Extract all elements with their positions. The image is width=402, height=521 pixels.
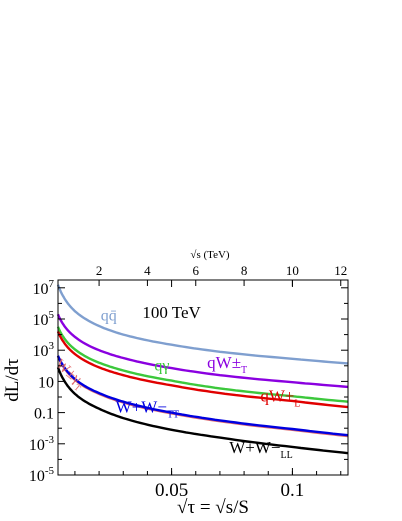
series-label-qw: qW±T: [207, 353, 247, 376]
y-tick-label: 105: [33, 309, 55, 329]
series-line: [56, 355, 349, 437]
series-line: [56, 367, 349, 455]
axes: 0.05 0.1 2 4 6 8 10 12 10-5 10-3 0.1 10 103 105 107: [29, 263, 348, 501]
series-line: [56, 284, 349, 365]
y-tick-label: 10: [38, 374, 54, 391]
top-tick-label: 8: [241, 263, 248, 278]
plot-frame: [57, 279, 349, 476]
series-label-wlwl: W+W−LL: [229, 438, 292, 461]
y-tick-label: 103: [33, 340, 55, 360]
series-line: [56, 326, 349, 403]
x-axis-label: √τ = √s/S: [177, 497, 249, 518]
top-tick-label: 10: [286, 263, 299, 278]
y-tick-label: 10-5: [29, 465, 55, 485]
y-tick-label: 10-3: [29, 434, 55, 454]
top-tick-label: 4: [144, 263, 151, 278]
top-tick-label: 12: [334, 263, 347, 278]
series-lines: [56, 284, 349, 455]
y-tick-label: 0.1: [34, 406, 54, 423]
x-tick-label: 0.1: [281, 480, 305, 501]
y-tick-label: 107: [33, 278, 55, 298]
series-line: [56, 313, 349, 389]
series-label-qqbar: qq̄: [101, 308, 117, 325]
x-tick-label: 0.05: [155, 480, 188, 501]
series-label-wtwt: W+W−TT: [116, 398, 179, 421]
top-tick-label: 6: [193, 263, 200, 278]
series-label-qgamma: qγ: [154, 357, 169, 374]
top-axis-label: √s (TeV): [190, 249, 230, 261]
top-tick-label: 2: [96, 263, 103, 278]
series-line: [56, 331, 349, 409]
series-label-qwl: qW±L: [260, 387, 300, 410]
annotation-100tev: 100 TeV: [142, 303, 201, 322]
y-axis-label: dL/dτ: [2, 358, 23, 402]
